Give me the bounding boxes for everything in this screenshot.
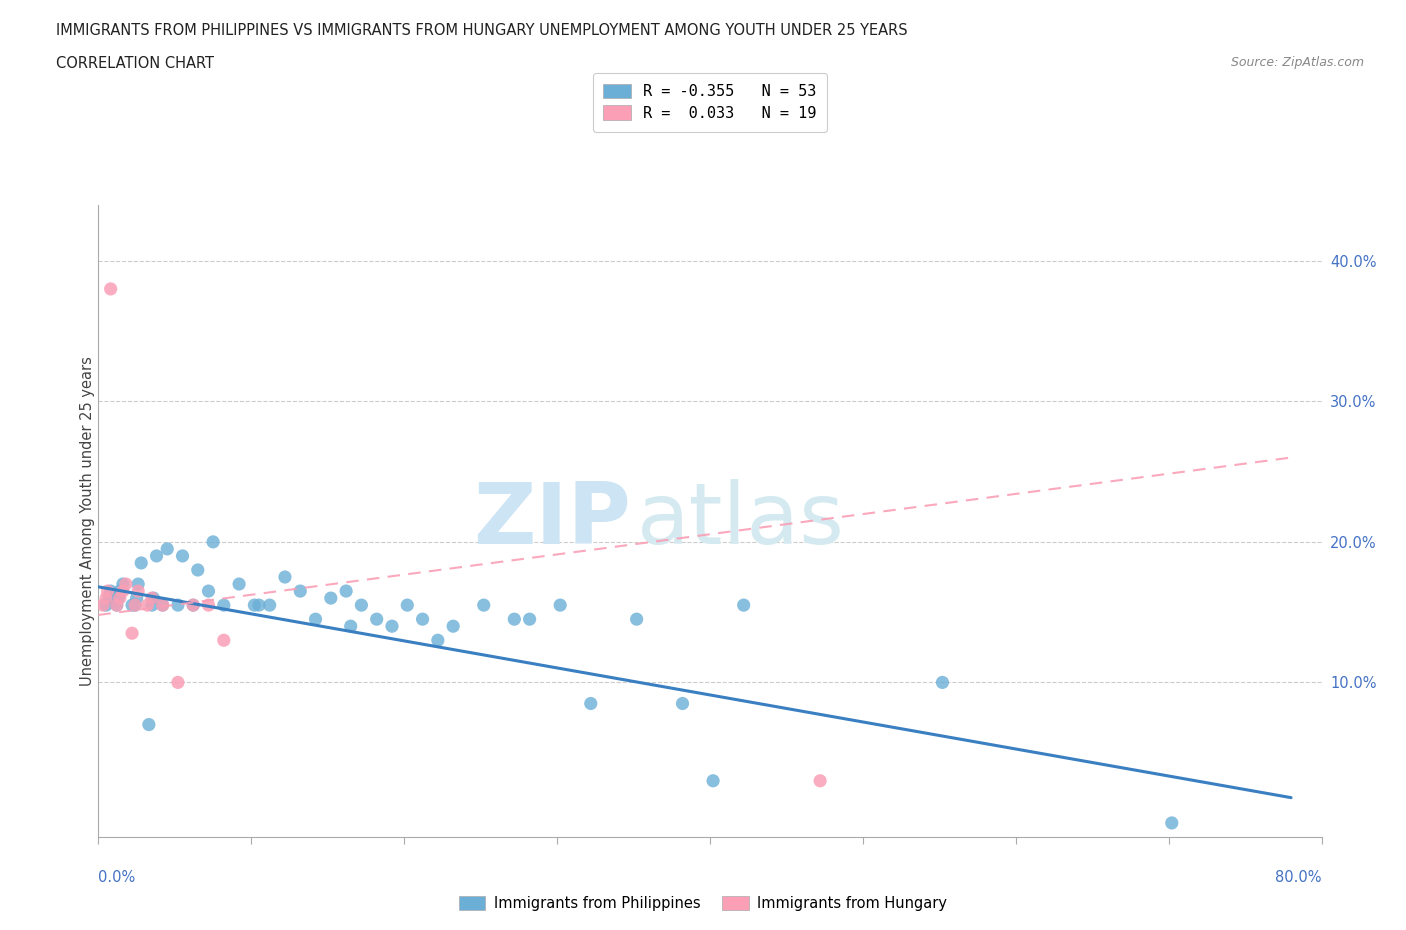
Point bbox=[472, 598, 495, 613]
Point bbox=[519, 612, 541, 627]
Point bbox=[138, 717, 160, 732]
Point bbox=[671, 696, 693, 711]
Point bbox=[136, 598, 159, 613]
Point bbox=[197, 584, 219, 599]
Point bbox=[202, 535, 225, 550]
Point bbox=[152, 598, 174, 613]
Point bbox=[426, 632, 449, 647]
Point bbox=[339, 618, 361, 633]
Point bbox=[181, 598, 204, 613]
Text: ZIP: ZIP bbox=[472, 479, 630, 563]
Point bbox=[121, 626, 143, 641]
Point bbox=[243, 598, 266, 613]
Text: CORRELATION CHART: CORRELATION CHART bbox=[56, 56, 214, 71]
Y-axis label: Unemployment Among Youth under 25 years: Unemployment Among Youth under 25 years bbox=[80, 356, 94, 685]
Point bbox=[1160, 816, 1182, 830]
Point bbox=[187, 563, 209, 578]
Text: Source: ZipAtlas.com: Source: ZipAtlas.com bbox=[1230, 56, 1364, 69]
Point bbox=[212, 632, 235, 647]
Point bbox=[366, 612, 388, 627]
Point bbox=[335, 584, 357, 599]
Point bbox=[156, 541, 179, 556]
Point bbox=[129, 555, 152, 570]
Point bbox=[247, 598, 270, 613]
Point bbox=[94, 591, 117, 605]
Point bbox=[91, 598, 114, 613]
Text: atlas: atlas bbox=[637, 479, 845, 563]
Point bbox=[626, 612, 648, 627]
Text: IMMIGRANTS FROM PHILIPPINES VS IMMIGRANTS FROM HUNGARY UNEMPLOYMENT AMONG YOUTH : IMMIGRANTS FROM PHILIPPINES VS IMMIGRANT… bbox=[56, 23, 908, 38]
Point bbox=[124, 598, 146, 613]
Point bbox=[127, 584, 149, 599]
Point bbox=[94, 598, 117, 613]
Point bbox=[127, 577, 149, 591]
Point bbox=[105, 598, 128, 613]
Point bbox=[111, 584, 134, 599]
Point bbox=[412, 612, 434, 627]
Point bbox=[931, 675, 953, 690]
Point bbox=[115, 577, 138, 591]
Point bbox=[212, 598, 235, 613]
Point bbox=[733, 598, 755, 613]
Point bbox=[121, 598, 143, 613]
Point bbox=[100, 282, 122, 297]
Point bbox=[304, 612, 326, 627]
Text: 0.0%: 0.0% bbox=[98, 870, 135, 884]
Point bbox=[125, 591, 148, 605]
Point bbox=[548, 598, 571, 613]
Point bbox=[100, 584, 122, 599]
Point bbox=[290, 584, 312, 599]
Point bbox=[579, 696, 602, 711]
Point bbox=[228, 577, 250, 591]
Point bbox=[152, 598, 174, 613]
Point bbox=[141, 591, 163, 605]
Point bbox=[98, 591, 121, 605]
Point bbox=[167, 675, 190, 690]
Point bbox=[259, 598, 281, 613]
Point bbox=[107, 591, 129, 605]
Point bbox=[111, 577, 134, 591]
Point bbox=[274, 569, 297, 584]
Point bbox=[167, 598, 190, 613]
Point bbox=[381, 618, 404, 633]
Point bbox=[141, 598, 163, 613]
Legend: R = -0.355   N = 53, R =  0.033   N = 19: R = -0.355 N = 53, R = 0.033 N = 19 bbox=[593, 73, 827, 132]
Point bbox=[441, 618, 464, 633]
Text: 80.0%: 80.0% bbox=[1275, 870, 1322, 884]
Point bbox=[108, 591, 131, 605]
Point bbox=[503, 612, 526, 627]
Point bbox=[97, 584, 120, 599]
Point bbox=[181, 598, 204, 613]
Point bbox=[142, 591, 165, 605]
Point bbox=[197, 598, 219, 613]
Point bbox=[702, 774, 724, 789]
Point bbox=[145, 549, 167, 564]
Point bbox=[172, 549, 194, 564]
Point bbox=[124, 598, 146, 613]
Legend: Immigrants from Philippines, Immigrants from Hungary: Immigrants from Philippines, Immigrants … bbox=[451, 888, 955, 918]
Point bbox=[350, 598, 373, 613]
Point bbox=[808, 774, 831, 789]
Point bbox=[105, 598, 128, 613]
Point bbox=[108, 584, 131, 599]
Point bbox=[396, 598, 419, 613]
Point bbox=[319, 591, 342, 605]
